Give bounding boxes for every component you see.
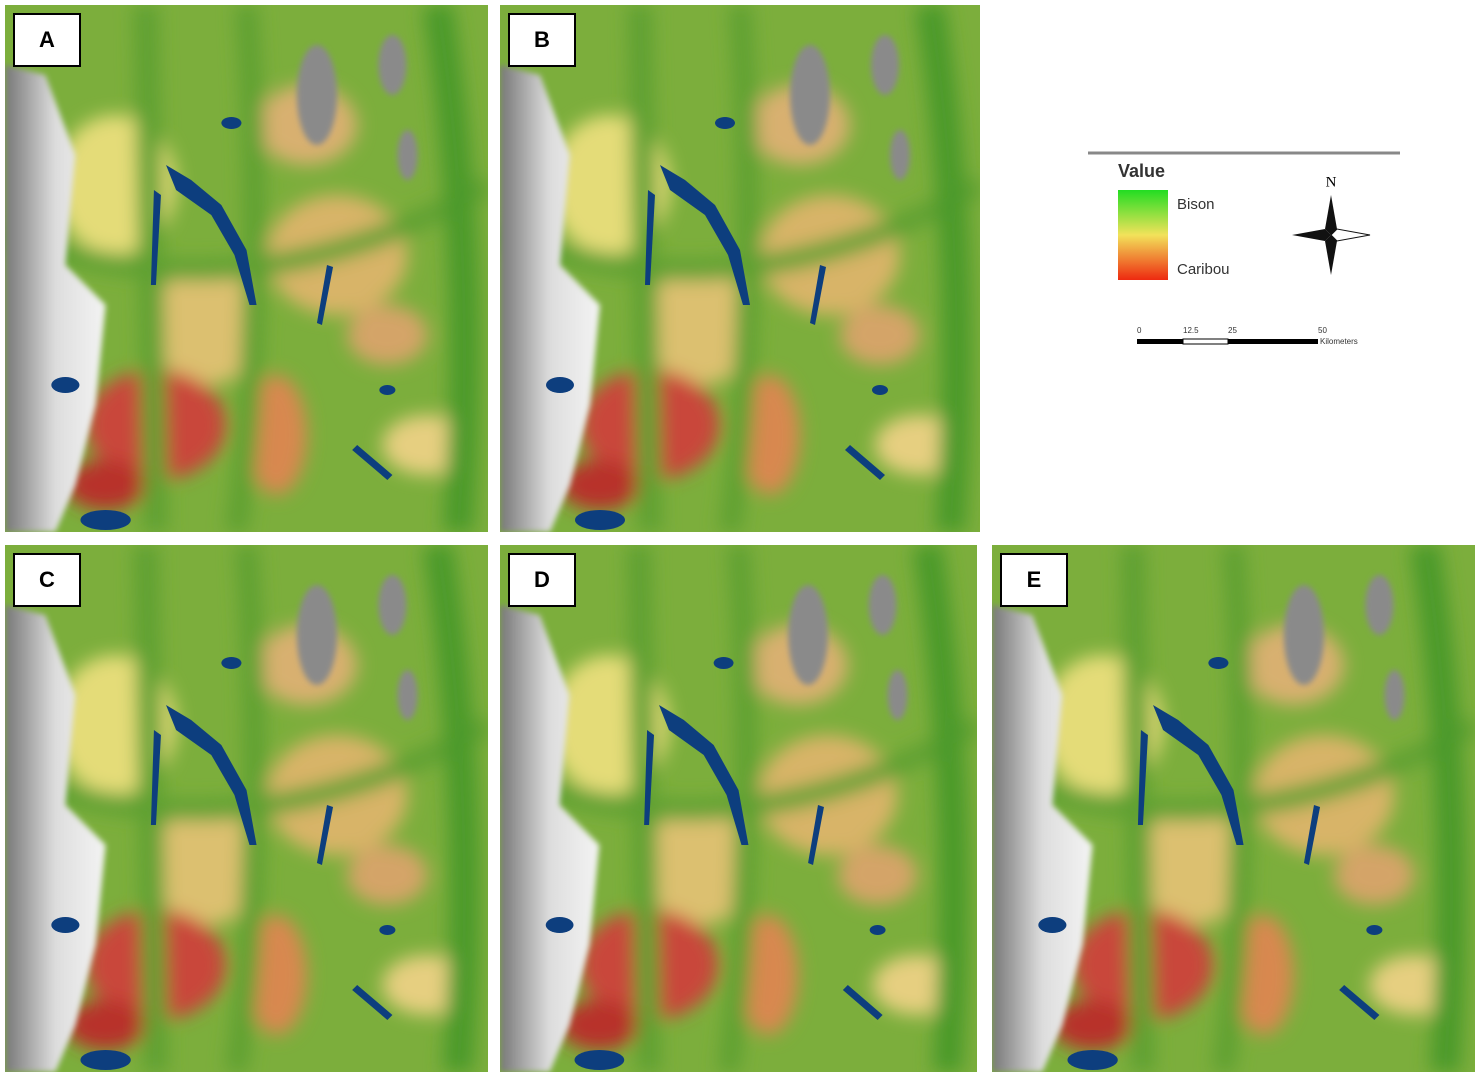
map [5, 5, 488, 532]
panel-label: C [39, 567, 55, 592]
scale-seg [1228, 339, 1318, 344]
arrow-w [1292, 229, 1331, 241]
panel-label: A [39, 27, 55, 52]
panel-label: D [534, 567, 550, 592]
figure: Value Bison Caribou N Kilometers 0 12.5 25… [0, 0, 1482, 1076]
north-label: N [1326, 174, 1337, 190]
map-panel: A [5, 5, 488, 532]
scale-tick-label: 0 [1137, 326, 1142, 335]
map-panel: E [992, 545, 1475, 1072]
map-panel: D [500, 545, 977, 1072]
scale-seg [1137, 339, 1183, 344]
map [500, 545, 977, 1072]
legend-high: Bison [1177, 196, 1215, 213]
north-arrow [1292, 195, 1370, 275]
map-panel: C [5, 545, 488, 1072]
arrow-s [1325, 235, 1337, 275]
legend-ramp [1118, 190, 1168, 280]
scale-tick-label: 12.5 [1183, 326, 1199, 335]
arrow-n [1325, 195, 1337, 235]
scale-tick-label: 50 [1318, 326, 1327, 335]
panel-label: E [1027, 567, 1042, 592]
scale-unit: Kilometers [1320, 337, 1358, 346]
panel-label: B [534, 27, 550, 52]
scale-tick-label: 25 [1228, 326, 1237, 335]
map [5, 545, 488, 1072]
arrow-e [1331, 229, 1370, 241]
scale-bar: Kilometers 0 12.5 25 50 [1137, 326, 1358, 346]
legend-low: Caribou [1177, 261, 1230, 278]
map [992, 545, 1475, 1072]
scale-seg [1183, 339, 1228, 344]
map [500, 5, 980, 532]
map-panel: B [500, 5, 980, 532]
legend-title: Value [1118, 161, 1165, 181]
